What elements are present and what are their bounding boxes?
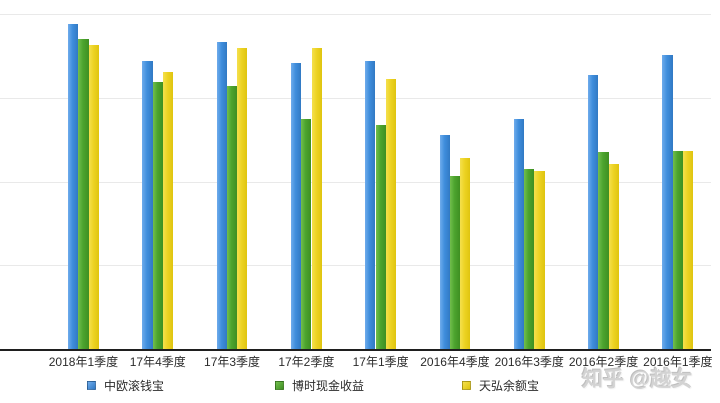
- x-axis-label: 17年2季度: [278, 355, 335, 369]
- x-axis-label: 2016年3季度: [494, 355, 564, 369]
- bar-博时现金收益-2016年3季度: [524, 168, 535, 349]
- bar-中欧滚钱宝-17年4季度: [142, 60, 153, 349]
- gridline: [0, 181, 711, 183]
- legend-label: 博时现金收益: [292, 379, 365, 393]
- bar-中欧滚钱宝-2016年2季度: [588, 75, 599, 349]
- bar-博时现金收益-2016年2季度: [598, 152, 609, 349]
- legend-item-博时现金收益: 博时现金收益: [275, 377, 364, 394]
- x-axis-label: 2018年1季度: [48, 355, 119, 369]
- bar-天弘余额宝-2016年1季度: [683, 150, 694, 349]
- x-axis-label: 17年3季度: [204, 355, 261, 369]
- x-axis-label: 17年4季度: [129, 355, 186, 369]
- bar-博时现金收益-2016年1季度: [672, 150, 683, 349]
- bar-博时现金收益-2016年4季度: [449, 175, 461, 349]
- gridline: [0, 14, 711, 15]
- x-axis-label: 17年1季度: [352, 355, 409, 369]
- bar-中欧滚钱宝-2016年3季度: [513, 118, 525, 349]
- bar-天弘余额宝-17年4季度: [162, 71, 174, 349]
- bar-中欧滚钱宝-17年3季度: [216, 42, 227, 349]
- bar-天弘余额宝-2016年3季度: [534, 170, 545, 349]
- bar-天弘余额宝-2018年1季度: [88, 44, 99, 349]
- gridline: [0, 265, 711, 267]
- legend-item-中欧滚钱宝: 中欧滚钱宝: [87, 377, 164, 394]
- bar-天弘余额宝-17年1季度: [385, 79, 397, 349]
- bar-博时现金收益-17年1季度: [375, 125, 386, 349]
- bar-天弘余额宝-17年3季度: [237, 48, 248, 349]
- legend-label: 天弘余额宝: [479, 379, 540, 393]
- bar-博时现金收益-17年4季度: [152, 81, 163, 349]
- bar-博时现金收益-17年3季度: [226, 86, 238, 349]
- x-axis-label: 2016年4季度: [420, 355, 490, 369]
- bar-天弘余额宝-2016年2季度: [608, 163, 619, 349]
- legend-item-天弘余额宝: 天弘余额宝: [462, 377, 539, 394]
- x-axis-line: [0, 349, 711, 351]
- bar-中欧滚钱宝-2016年1季度: [662, 55, 673, 349]
- bar-天弘余额宝-2016年4季度: [460, 158, 471, 349]
- legend-label: 中欧滚钱宝: [104, 379, 165, 393]
- bar-中欧滚钱宝-17年2季度: [290, 63, 302, 349]
- bar-天弘余额宝-17年2季度: [311, 48, 322, 349]
- x-axis-label: 2016年2季度: [568, 355, 639, 369]
- gridline: [0, 97, 711, 99]
- bar-中欧滚钱宝-2016年4季度: [439, 134, 450, 349]
- bar-中欧滚钱宝-17年1季度: [365, 60, 376, 349]
- legend-swatch-icon: [275, 381, 284, 390]
- watermark: 知乎 @越女: [582, 368, 693, 391]
- bar-中欧滚钱宝-2018年1季度: [68, 24, 79, 349]
- x-axis-label: 2016年1季度: [643, 355, 713, 369]
- legend-swatch-icon: [87, 381, 96, 390]
- bar-博时现金收益-2018年1季度: [78, 39, 89, 349]
- bar-博时现金收益-17年2季度: [301, 118, 312, 349]
- legend-swatch-icon: [462, 381, 471, 390]
